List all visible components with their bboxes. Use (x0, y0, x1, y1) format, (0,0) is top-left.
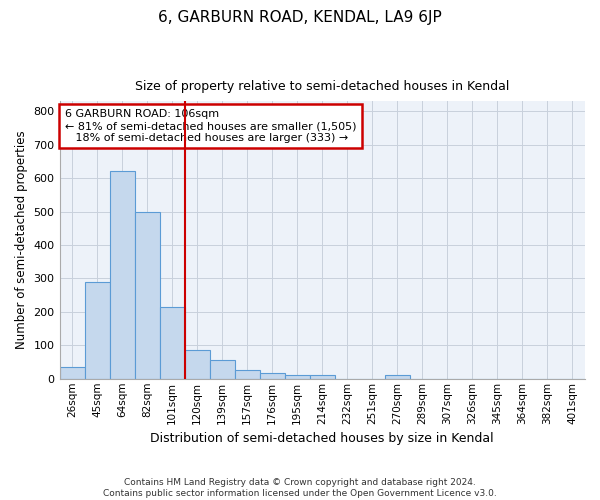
Text: 6, GARBURN ROAD, KENDAL, LA9 6JP: 6, GARBURN ROAD, KENDAL, LA9 6JP (158, 10, 442, 25)
Title: Size of property relative to semi-detached houses in Kendal: Size of property relative to semi-detach… (135, 80, 509, 93)
Bar (209, 360, 235, 379)
X-axis label: Distribution of semi-detached houses by size in Kendal: Distribution of semi-detached houses by … (151, 432, 494, 445)
Y-axis label: Number of semi-detached properties: Number of semi-detached properties (15, 130, 28, 349)
Bar (110, 170, 134, 379)
Bar (235, 370, 260, 379)
Bar (260, 372, 285, 379)
Bar (134, 212, 160, 379)
Bar (160, 307, 185, 379)
Bar (185, 350, 209, 379)
Bar (385, 376, 410, 379)
Bar (310, 376, 335, 379)
Text: Contains HM Land Registry data © Crown copyright and database right 2024.
Contai: Contains HM Land Registry data © Crown c… (103, 478, 497, 498)
Bar (285, 374, 310, 379)
Bar (85, 282, 110, 379)
Text: 6 GARBURN ROAD: 106sqm
← 81% of semi-detached houses are smaller (1,505)
   18% : 6 GARBURN ROAD: 106sqm ← 81% of semi-det… (65, 110, 356, 142)
Bar (59, 367, 85, 379)
